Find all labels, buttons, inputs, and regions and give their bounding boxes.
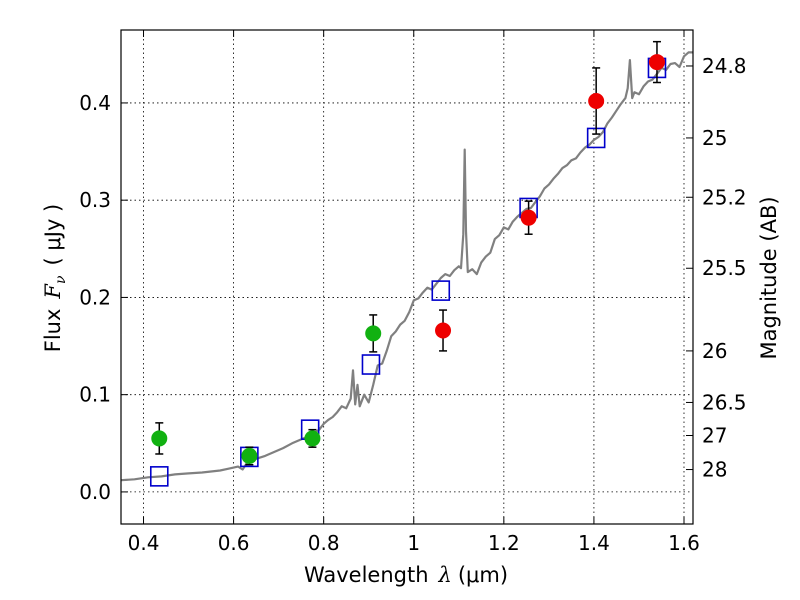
red-point xyxy=(648,54,665,71)
y-tick-label: 0.1 xyxy=(79,383,111,407)
model-points-layer xyxy=(149,57,667,487)
x-axis-ticks: 0.4 0.6 0.8 1 1.2 1.4 1.6 xyxy=(128,30,700,555)
sed-curve-line xyxy=(121,51,693,482)
y-tick-label: 0.4 xyxy=(79,91,111,115)
red-points-layer xyxy=(435,40,665,352)
grid-lines xyxy=(121,30,693,524)
x-tick-label: 0.6 xyxy=(218,531,250,555)
y-tick-label: 0.0 xyxy=(79,480,111,504)
model-point-square xyxy=(149,466,169,487)
x-axis-label: Wavelength λ (μm) xyxy=(304,563,508,587)
y2-tick-label: 25.2 xyxy=(702,185,747,209)
y2-tick-label: 27 xyxy=(702,424,727,448)
y2-tick-label: 24.8 xyxy=(702,54,747,78)
y-axis-ticks: 0.0 0.1 0.2 0.3 0.4 xyxy=(79,91,128,504)
y2-tick-label: 26 xyxy=(702,339,727,363)
y-tick-label: 0.3 xyxy=(79,188,111,212)
x-tick-label: 1 xyxy=(407,531,420,555)
x-tick-label: 1.6 xyxy=(668,531,700,555)
model-point-square xyxy=(431,280,451,301)
x-tick-label: 1.2 xyxy=(488,531,520,555)
green-point xyxy=(151,430,168,447)
green-point xyxy=(304,430,321,447)
sed-curve-layer xyxy=(121,51,693,482)
model-point-square xyxy=(361,354,381,375)
y-axis-label: FluxFν( μJy ) xyxy=(41,204,69,352)
red-point xyxy=(588,92,605,109)
y2-tick-label: 26.5 xyxy=(702,390,747,414)
green-points-layer xyxy=(151,314,382,466)
x-tick-label: 1.4 xyxy=(578,531,610,555)
plot-frame xyxy=(120,29,694,525)
x-tick-label: 0.8 xyxy=(308,531,340,555)
green-point xyxy=(365,325,382,342)
y-tick-label: 0.2 xyxy=(79,285,111,309)
y2-axis-ticks: 24.8 25 25.2 25.5 26 26.5 27 28 xyxy=(686,54,747,482)
green-point xyxy=(241,447,258,464)
y2-tick-label: 25.5 xyxy=(702,256,747,280)
y2-tick-label: 25 xyxy=(702,126,727,150)
x-tick-label: 0.4 xyxy=(128,531,160,555)
red-point xyxy=(520,209,537,226)
red-point xyxy=(435,322,452,339)
y2-axis-label: Magnitude (AB) xyxy=(757,196,781,359)
y2-tick-label: 28 xyxy=(702,458,727,482)
